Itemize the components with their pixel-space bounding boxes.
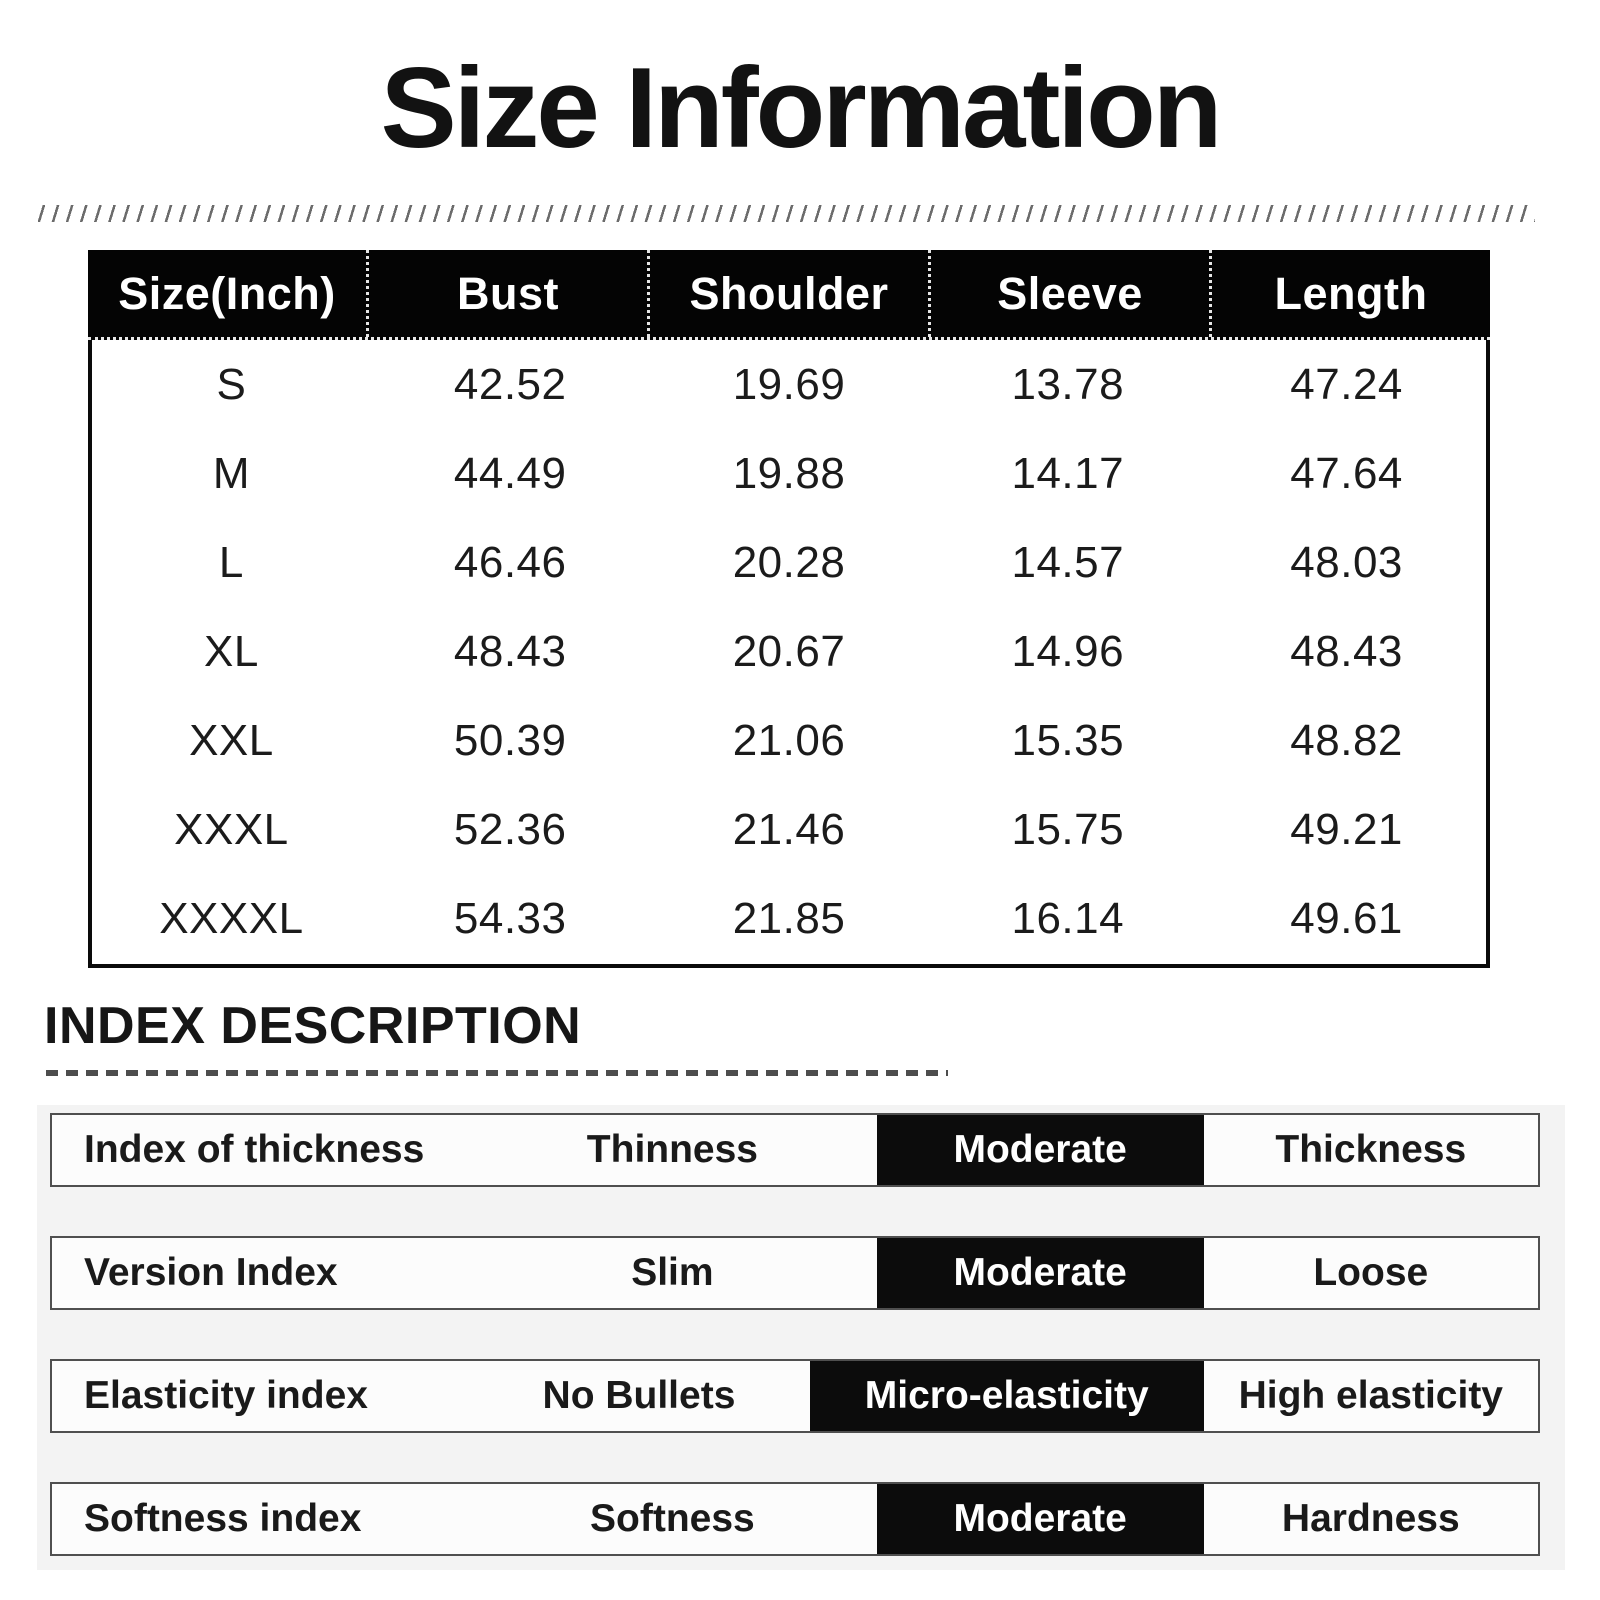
table-cell: XXL: [189, 716, 274, 766]
table-cell: XXXXL: [159, 894, 304, 944]
index-level-low: No Bullets: [542, 1374, 736, 1417]
table-cell: 48.03: [1290, 537, 1403, 587]
table-cell: 48.43: [1290, 626, 1403, 676]
index-description-title: INDEX DESCRIPTION: [44, 997, 582, 1055]
table-cell: 14.17: [1011, 448, 1125, 498]
index-row-label: Elasticity index: [84, 1374, 368, 1417]
index-row-softness: Softness index Softness Moderate Hardnes…: [50, 1482, 1540, 1556]
index-row-thickness: Index of thickness Thinness Moderate Thi…: [50, 1113, 1540, 1187]
size-table-header: Size(Inch) Bust Shoulder Sleeve Length: [88, 250, 1490, 340]
page-title: Size Information: [380, 45, 1223, 172]
table-row: XL 48.43 20.67 14.96 48.43: [92, 607, 1486, 696]
table-cell: M: [212, 448, 250, 498]
index-level-low: Thinness: [586, 1128, 758, 1171]
table-cell: 21.85: [732, 894, 846, 944]
size-table-body: S 42.52 19.69 13.78 47.24 M 44.49 19.88 …: [88, 340, 1490, 968]
table-row: XXXL 52.36 21.46 15.75 49.21: [92, 786, 1486, 875]
table-cell: 48.82: [1290, 716, 1403, 766]
table-row: S 42.52 19.69 13.78 47.24: [92, 340, 1486, 429]
table-cell: 19.69: [732, 359, 846, 409]
index-level-high: Hardness: [1281, 1497, 1460, 1540]
table-cell: 19.88: [732, 448, 846, 498]
table-cell: 50.39: [453, 716, 567, 766]
index-level-high: Thickness: [1275, 1128, 1467, 1171]
table-row: XXL 50.39 21.06 15.35 48.82: [92, 697, 1486, 786]
index-row-version: Version Index Slim Moderate Loose: [50, 1236, 1540, 1310]
column-header-bust: Bust: [366, 250, 647, 337]
index-row-label: Softness index: [84, 1497, 362, 1540]
table-cell: 47.24: [1290, 359, 1403, 409]
table-row: XXXXL 54.33 21.85 16.14 49.61: [92, 875, 1486, 964]
table-cell: 48.43: [453, 626, 567, 676]
index-level-selected: Moderate: [876, 1238, 1204, 1308]
table-cell: 13.78: [1011, 359, 1125, 409]
table-cell: XXXL: [174, 805, 289, 855]
size-table: Size(Inch) Bust Shoulder Sleeve Length S…: [88, 250, 1490, 968]
index-level-selected: Moderate: [876, 1115, 1204, 1185]
table-cell: 46.46: [453, 537, 567, 587]
table-cell: 49.61: [1290, 894, 1403, 944]
hatched-divider: [38, 205, 1535, 222]
column-header-size: Size(Inch): [118, 267, 336, 319]
table-cell: 14.57: [1011, 537, 1125, 587]
table-cell: XL: [203, 626, 259, 676]
table-cell: 44.49: [453, 448, 567, 498]
table-cell: 15.75: [1011, 805, 1125, 855]
index-row-label: Index of thickness: [84, 1128, 425, 1171]
column-header-length: Length: [1209, 250, 1490, 337]
dashed-divider: [46, 1070, 948, 1076]
table-cell: 20.28: [732, 537, 846, 587]
index-level-high: Loose: [1313, 1251, 1429, 1294]
table-row: L 46.46 20.28 14.57 48.03: [92, 518, 1486, 607]
table-cell: 42.52: [453, 359, 567, 409]
index-description-panel: Index of thickness Thinness Moderate Thi…: [37, 1105, 1565, 1570]
table-cell: 21.06: [732, 716, 846, 766]
table-cell: 21.46: [732, 805, 846, 855]
table-cell: L: [218, 537, 244, 587]
table-cell: 14.96: [1011, 626, 1125, 676]
table-cell: 20.67: [732, 626, 846, 676]
index-level-low: Slim: [631, 1251, 714, 1294]
column-header-sleeve: Sleeve: [928, 250, 1209, 337]
column-header-shoulder: Shoulder: [647, 250, 928, 337]
table-row: M 44.49 19.88 14.17 47.64: [92, 429, 1486, 518]
index-level-selected: Micro-elasticity: [809, 1361, 1204, 1431]
table-cell: 49.21: [1290, 805, 1403, 855]
table-cell: 16.14: [1011, 894, 1125, 944]
index-level-low: Softness: [590, 1497, 755, 1540]
index-level-high: High elasticity: [1238, 1374, 1503, 1417]
table-cell: 15.35: [1011, 716, 1125, 766]
table-cell: 47.64: [1290, 448, 1403, 498]
table-cell: 52.36: [453, 805, 567, 855]
table-cell: 54.33: [453, 894, 567, 944]
index-row-label: Version Index: [84, 1251, 338, 1294]
table-cell: S: [216, 359, 247, 409]
index-level-selected: Moderate: [876, 1484, 1204, 1554]
index-row-elasticity: Elasticity index No Bullets Micro-elasti…: [50, 1359, 1540, 1433]
